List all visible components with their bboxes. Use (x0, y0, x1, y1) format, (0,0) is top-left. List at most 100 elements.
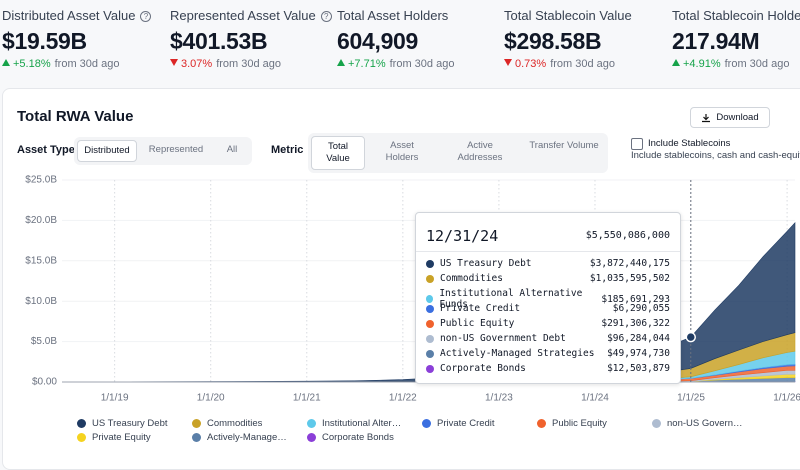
legend-item[interactable]: Private Credit (422, 418, 534, 429)
change-period: from 30d ago (725, 58, 790, 70)
stat-label: Total Stablecoin Value (504, 8, 632, 23)
tooltip-row: US Treasury Debt$3,872,440,175 (426, 258, 670, 269)
y-tick-label: $15.0B (25, 255, 57, 266)
segment-option[interactable]: All (215, 140, 249, 162)
legend-item[interactable]: Institutional Alternative Funds (307, 418, 419, 429)
tooltip-row: Actively-Managed Strategies $49,974,730 (426, 348, 670, 359)
trend-arrow (672, 59, 680, 66)
y-tick-label: $25.0B (25, 175, 57, 186)
download-icon (701, 113, 711, 123)
legend-item[interactable]: Public Equity (537, 418, 649, 429)
legend-swatch (77, 433, 86, 442)
legend-label: Private Credit (437, 418, 495, 429)
tooltip-row: Corporate Bonds$12,503,879 (426, 363, 670, 374)
stat-label-text: Total Stablecoin Value (504, 8, 632, 23)
y-tick-label: $10.0B (25, 296, 57, 307)
change-period: from 30d ago (216, 58, 281, 70)
stat-label: Distributed Asset Value (2, 8, 151, 23)
change-period: from 30d ago (55, 58, 120, 70)
legend-label: Commodities (207, 418, 262, 429)
legend-label: non-US Government Debt (667, 418, 747, 429)
stat-label-text: Represented Asset Value (170, 8, 316, 23)
y-tick-label: $20.0B (25, 215, 57, 226)
tooltip-swatch (426, 320, 434, 328)
tooltip-value: $291,306,322 (601, 318, 670, 329)
tooltip-row: Private Credit$6,290,055 (426, 303, 670, 314)
legend-item[interactable]: US Treasury Debt (77, 418, 189, 429)
stat-value: $401.53B (170, 28, 267, 55)
tooltip-value: $96,284,044 (607, 333, 670, 344)
tooltip-value: $12,503,879 (607, 363, 670, 374)
legend-label: US Treasury Debt (92, 418, 168, 429)
x-tick-label: 1/1/20 (197, 393, 225, 404)
tooltip-value: $1,035,595,502 (590, 273, 670, 284)
legend-item[interactable]: Private Equity (77, 432, 189, 443)
legend-swatch (192, 419, 201, 428)
stablecoin-checkbox[interactable] (631, 138, 643, 150)
trend-arrow (2, 59, 10, 66)
change-period: from 30d ago (390, 58, 455, 70)
trend-arrow (170, 59, 178, 66)
change-value: +4.91% (683, 58, 721, 70)
legend-item[interactable]: Commodities (192, 418, 304, 429)
change-period: from 30d ago (550, 58, 615, 70)
stat-value: 217.94M (672, 28, 759, 55)
download-button[interactable]: Download (690, 107, 770, 128)
y-tick-label: $5.0B (31, 336, 57, 347)
segment-option[interactable]: Transfer Volume (523, 136, 605, 170)
x-tick-label: 1/1/26 (773, 393, 800, 404)
x-tick-label: 1/1/23 (485, 393, 513, 404)
legend-item[interactable]: non-US Government Debt (652, 418, 764, 429)
change-value: 0.73% (515, 58, 546, 70)
tooltip-series: Public Equity (440, 318, 514, 329)
stat-label: Total Asset Holders (337, 8, 448, 23)
tooltip-swatch (426, 335, 434, 343)
tooltip-value: $6,290,055 (613, 303, 670, 314)
segment-option[interactable]: Represented (139, 140, 213, 162)
stablecoin-description: Include stablecoins, cash and cash-equiv… (631, 150, 800, 161)
tooltip-value: $49,974,730 (607, 348, 670, 359)
tooltip-swatch (426, 350, 434, 358)
legend-label: Public Equity (552, 418, 607, 429)
y-tick-label: $0.00 (32, 377, 57, 388)
legend-swatch (307, 433, 316, 442)
tooltip-swatch (426, 305, 434, 313)
tooltip-series: Actively-Managed Strategies (440, 348, 594, 359)
tooltip-row: Commodities$1,035,595,502 (426, 273, 670, 284)
stat-value: $298.58B (504, 28, 601, 55)
x-tick-label: 1/1/25 (677, 393, 705, 404)
trend-arrow (337, 59, 345, 66)
stat-value: 604,909 (337, 28, 418, 55)
asset-type-label: Asset Type (17, 144, 75, 156)
stat-change: +4.91% from 30d ago (672, 58, 789, 70)
metric-label: Metric (271, 144, 303, 156)
stat-change: 3.07%from 30d ago (170, 58, 281, 70)
segment-option[interactable]: Asset Holders (367, 136, 437, 170)
tooltip-row: Public Equity $291,306,322 (426, 318, 670, 329)
tooltip-row: non-US Government Debt$96,284,044 (426, 333, 670, 344)
stat-value: $19.59B (2, 28, 87, 55)
tooltip-value: $3,872,440,175 (590, 258, 670, 269)
segment-option[interactable]: Total Value (311, 136, 365, 170)
legend-item[interactable]: Actively-Managed Strategies (192, 432, 304, 443)
download-label: Download (716, 112, 758, 123)
tooltip: 12/31/24 $5,550,086,000 US Treasury Debt… (415, 212, 681, 384)
legend-item[interactable]: Corporate Bonds (307, 432, 419, 443)
legend-swatch (77, 419, 86, 428)
x-tick-label: 1/1/24 (581, 393, 609, 404)
stat-change: 0.73% from 30d ago (504, 58, 615, 70)
tooltip-swatch (426, 365, 434, 373)
stat-change: +7.71%from 30d ago (337, 58, 454, 70)
stat-label-text: Total Stablecoin Holders (672, 8, 800, 23)
segment-option[interactable]: Distributed (77, 140, 137, 162)
info-icon (140, 11, 151, 22)
tooltip-total: $5,550,086,000 (586, 230, 670, 241)
legend-label: Institutional Alternative Funds (322, 418, 402, 429)
legend-label: Actively-Managed Strategies (207, 432, 287, 443)
legend-swatch (307, 419, 316, 428)
segment-option[interactable]: Active Addresses (439, 136, 521, 170)
tooltip-swatch (426, 260, 434, 268)
hover-point (686, 333, 695, 342)
x-tick-label: 1/1/21 (293, 393, 321, 404)
